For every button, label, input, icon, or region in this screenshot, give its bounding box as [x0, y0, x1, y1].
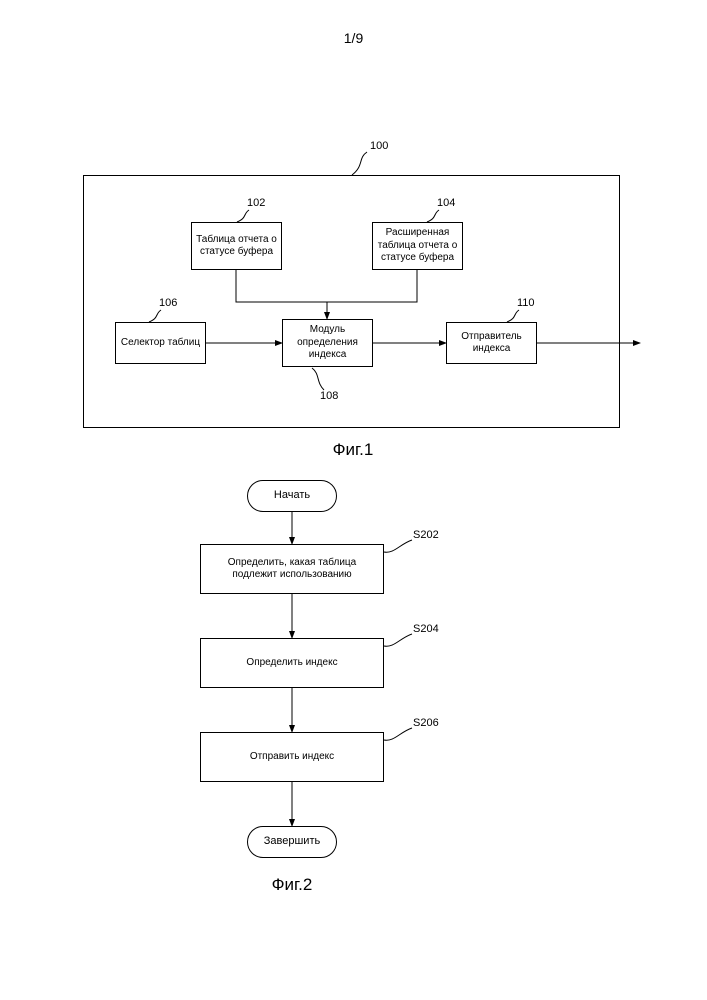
callout-106: [149, 310, 167, 324]
callout-100: [352, 152, 382, 177]
callout-s202: [384, 540, 412, 556]
callout-102: [237, 210, 255, 224]
fig2-connectors: [0, 470, 707, 890]
canvas: Таблица отчета о статусе буфера Расширен…: [0, 0, 707, 1000]
callout-104: [427, 210, 445, 224]
callout-s206: [384, 728, 412, 744]
fig1-connectors: [0, 0, 707, 470]
callout-110: [507, 310, 525, 324]
callout-108: [312, 368, 330, 390]
callout-s204: [384, 634, 412, 650]
